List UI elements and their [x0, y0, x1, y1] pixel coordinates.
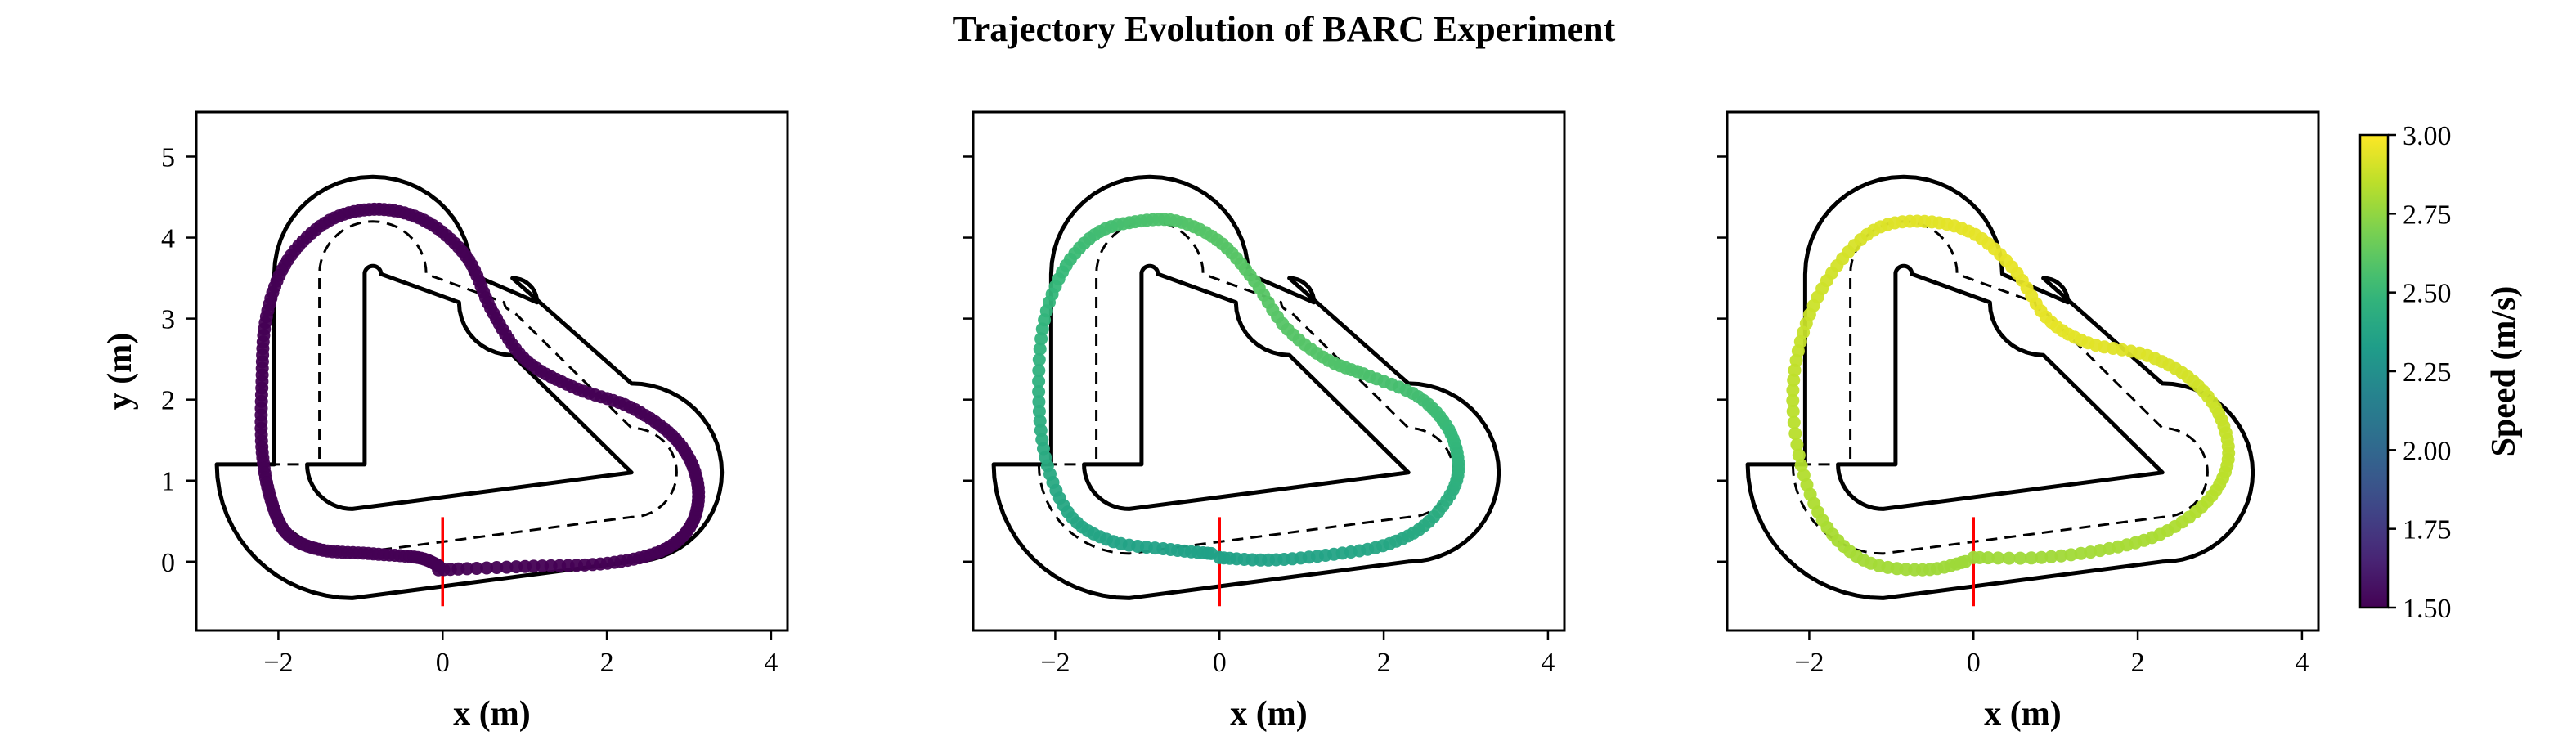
x-tick-label: 2 — [600, 648, 614, 678]
colorbar-tick-label: 2.25 — [2403, 357, 2452, 388]
y-tick-label: 0 — [161, 548, 175, 578]
x-tick-label: 0 — [1213, 648, 1227, 678]
subplot-2: −2 0 2 4 x (m) — [963, 110, 1566, 733]
subplot-panels: −2 0 2 4 0 1 2 3 4 5 x (m) y (m) −2 0 2 4 x (m) −2 0 2 4 x (m… — [101, 110, 2320, 733]
track-outer-boundary — [991, 174, 1501, 600]
trajectory-point — [1032, 385, 1046, 398]
trajectory-point — [1786, 393, 1800, 407]
trajectory-point — [1991, 551, 2005, 565]
colorbar-tick-label: 2.00 — [2403, 436, 2452, 466]
trajectory-point — [1981, 551, 1995, 565]
trajectory-point — [490, 561, 504, 574]
x-tick-label: −2 — [263, 648, 293, 678]
colorbar-tick-label: 2.50 — [2403, 279, 2452, 309]
subplot-1: −2 0 2 4 0 1 2 3 4 5 x (m) y (m) — [101, 110, 789, 733]
trajectory-point — [1789, 353, 1803, 367]
trajectory-series — [254, 202, 706, 577]
trajectory-point — [469, 562, 483, 575]
axes-frame — [972, 110, 1566, 632]
trajectory-point — [1032, 352, 1046, 366]
colorbar-tick-label: 2.75 — [2403, 200, 2452, 230]
trajectory-point — [2013, 551, 2027, 565]
x-tick-label: −2 — [1040, 648, 1070, 678]
plot-area — [1745, 174, 2255, 607]
trajectory-point — [1788, 363, 1802, 377]
x-tick-label: 4 — [1541, 648, 1555, 678]
x-tick-label: −2 — [1794, 648, 1824, 678]
colorbar: 1.50 1.75 2.00 2.25 2.50 2.75 3.00 Speed (m/s) — [2358, 121, 2523, 624]
track-outer-boundary — [1745, 174, 2255, 600]
x-tick-label: 4 — [764, 648, 778, 678]
trajectory-point — [2074, 546, 2088, 560]
colorbar-label: Speed (m/s) — [2485, 286, 2523, 457]
x-axis-label: x (m) — [1230, 695, 1307, 733]
trajectory-point — [1792, 448, 1806, 462]
trajectory-point — [2025, 551, 2038, 565]
track-centerline — [1791, 220, 2209, 555]
trajectory-point — [1786, 405, 1800, 418]
trajectory-point — [1034, 332, 1048, 346]
x-tick-label: 2 — [1377, 648, 1391, 678]
trajectory-point — [2054, 549, 2068, 563]
trajectory-point — [2064, 548, 2078, 562]
trajectory-point — [2002, 551, 2016, 565]
figure-title: Trajectory Evolution of BARC Experiment — [953, 9, 1616, 49]
track-centerline — [260, 220, 678, 555]
colorbar-gradient — [2358, 133, 2390, 609]
y-tick-label: 2 — [161, 386, 175, 416]
trajectory-point — [1794, 459, 1808, 472]
track-inner-boundary — [1082, 263, 1411, 511]
trajectory-point — [1959, 554, 1972, 568]
x-tick-label: 4 — [2295, 648, 2309, 678]
trajectory-point — [1032, 375, 1046, 388]
trajectory-point — [2035, 550, 2049, 564]
trajectory-point — [1786, 384, 1800, 397]
trajectory-point — [1032, 395, 1046, 409]
x-tick-label: 0 — [436, 648, 450, 678]
trajectory-point — [1032, 405, 1046, 418]
y-tick-label: 4 — [161, 224, 175, 254]
trajectory-point — [1035, 322, 1049, 336]
trajectory-point — [1033, 342, 1047, 356]
trajectory-point — [1032, 364, 1046, 378]
x-axis-label: x (m) — [1984, 695, 2061, 733]
y-axis-label: y (m) — [101, 333, 139, 410]
trajectory-point — [1788, 427, 1802, 441]
trajectory-series — [1786, 214, 2236, 577]
x-axis-label: x (m) — [453, 695, 530, 733]
trajectory-point — [1790, 438, 1804, 451]
trajectory-series — [1032, 213, 1465, 567]
track-outer-boundary — [214, 174, 725, 600]
trajectory-point — [1033, 414, 1047, 428]
trajectory-point — [500, 560, 514, 574]
track-centerline — [1037, 220, 1455, 555]
trajectory-point — [2044, 550, 2058, 563]
x-tick-label: 0 — [1967, 648, 1981, 678]
colorbar-tick-label: 1.75 — [2403, 515, 2452, 545]
trajectory-point — [1205, 546, 1218, 560]
trajectory-point — [1787, 373, 1801, 387]
track-inner-boundary — [305, 263, 634, 511]
colorbar-tick-label: 1.50 — [2403, 594, 2452, 624]
trajectory-point — [460, 562, 474, 576]
plot-area — [991, 174, 1501, 607]
trajectory-point — [480, 561, 494, 575]
y-tick-label: 5 — [161, 142, 175, 173]
plot-area — [214, 174, 725, 607]
trajectory-point — [432, 559, 446, 572]
y-tick-label: 1 — [161, 467, 175, 497]
subplot-3: −2 0 2 4 x (m) — [1717, 110, 2320, 733]
colorbar-tick-label: 3.00 — [2403, 121, 2452, 151]
axes-frame — [1726, 110, 2320, 632]
trajectory-point — [1787, 415, 1801, 429]
y-tick-label: 3 — [161, 305, 175, 335]
track-inner-boundary — [1836, 263, 2165, 511]
axes-frame — [195, 110, 789, 632]
x-tick-label: 2 — [2131, 648, 2145, 678]
